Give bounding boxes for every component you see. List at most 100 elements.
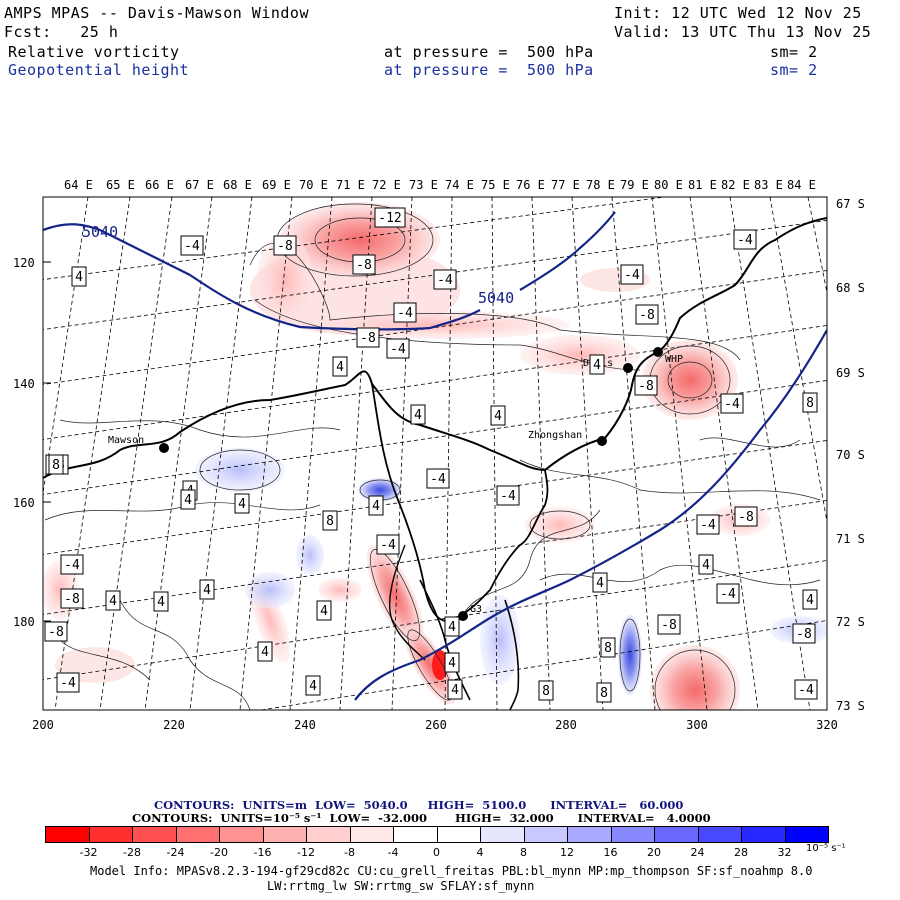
lon-label: 68 E bbox=[223, 178, 252, 192]
vorticity-label-text: 4 bbox=[806, 593, 814, 608]
vorticity-label-text: 4 bbox=[372, 499, 380, 514]
colorbar-swatch bbox=[523, 826, 568, 843]
vorticity-label-text: -4 bbox=[430, 472, 446, 487]
vorticity-label: -4 bbox=[620, 264, 644, 285]
colorbar-swatch bbox=[262, 826, 307, 843]
vorticity-labels: -12 -4 -8 -8 -4 4 -4 -4 -8 -4 4 -8 -4 4 4 4 -8 -4 -4 4 4 8 -4 -… bbox=[44, 207, 818, 703]
vorticity-label-text: -4 bbox=[60, 676, 76, 691]
vorticity-label-text: -8 bbox=[738, 510, 754, 525]
colorbar-swatch bbox=[784, 826, 829, 843]
vorticity-label-text: -4 bbox=[390, 342, 406, 357]
height-contour-5040-east bbox=[519, 211, 616, 291]
vorticity-label: -4 bbox=[393, 302, 417, 323]
lon-label: 78 E bbox=[586, 178, 615, 192]
vorticity-label: 4 bbox=[589, 354, 605, 375]
lon-label: 67 E bbox=[185, 178, 214, 192]
vorticity-label: 4 bbox=[447, 679, 463, 700]
field1-name: Relative vorticity bbox=[8, 43, 180, 61]
colorbar-swatch bbox=[349, 826, 394, 843]
model-info: Model Info: MPASv8.2.3-194-gf29cd82c CU:… bbox=[90, 864, 813, 878]
colorbar-swatch bbox=[610, 826, 655, 843]
vorticity-label: 4 bbox=[444, 652, 460, 673]
lon-label: 83 E bbox=[754, 178, 783, 192]
station-marker[interactable] bbox=[458, 611, 468, 621]
station-marker[interactable] bbox=[653, 347, 663, 357]
y-label: 140 bbox=[13, 377, 35, 391]
x-label: 280 bbox=[555, 718, 577, 732]
colorbar-tick-label: 32 bbox=[777, 846, 792, 859]
vorticity-label: 4 bbox=[153, 591, 169, 612]
lon-label: 69 E bbox=[262, 178, 291, 192]
vorticity-label-text: -8 bbox=[356, 258, 372, 273]
vorticity-label: 4 bbox=[316, 600, 332, 621]
vorticity-label: 4 bbox=[71, 266, 87, 287]
left-y-axis: 120 140 160 180 bbox=[13, 256, 51, 629]
station-marker[interactable] bbox=[159, 443, 169, 453]
lon-label: 75 E bbox=[481, 178, 510, 192]
vorticity-label-text: -4 bbox=[724, 397, 740, 412]
lat-label: 73 S bbox=[836, 699, 865, 713]
vorticity-label: 4 bbox=[234, 493, 250, 514]
vorticity-label-text: -4 bbox=[500, 489, 516, 504]
colorbar-tick-label: -20 bbox=[210, 846, 228, 859]
lat-label: 69 S bbox=[836, 366, 865, 380]
vorticity-label-text: -4 bbox=[798, 683, 814, 698]
vorticity-label-text: -4 bbox=[397, 306, 413, 321]
map-frame bbox=[42, 196, 828, 711]
right-latitude-axis: 67 S 68 S 69 S 70 S 71 S 72 S 73 S bbox=[836, 197, 865, 713]
colorbar-swatch bbox=[741, 826, 786, 843]
vorticity-label-text: 4 bbox=[448, 620, 456, 635]
lon-label: 80 E bbox=[654, 178, 683, 192]
vorticity-label: 4 bbox=[199, 579, 215, 600]
vorticity-label-text: 4 bbox=[593, 358, 601, 373]
lon-label: 77 E bbox=[551, 178, 580, 192]
vorticity-label: 4 bbox=[257, 641, 273, 662]
vorticity-label: -4 bbox=[720, 393, 744, 414]
vorticity-label: -4 bbox=[696, 514, 720, 535]
x-label: 300 bbox=[686, 718, 708, 732]
vorticity-label-text: 4 bbox=[184, 493, 192, 508]
colorbar-tick-label: 24 bbox=[690, 846, 705, 859]
colorbar-swatch bbox=[132, 826, 177, 843]
lat-label: 70 S bbox=[836, 448, 865, 462]
colorbar-tick-label: 16 bbox=[603, 846, 618, 859]
vorticity-label: -4 bbox=[733, 229, 757, 250]
vorticity-label-text: -4 bbox=[624, 268, 640, 283]
lat-label: 71 S bbox=[836, 532, 865, 546]
colorbar-tick-label: 12 bbox=[560, 846, 574, 859]
vorticity-label-text: -8 bbox=[661, 618, 677, 633]
latlon-grid bbox=[43, 197, 827, 710]
plot-title: AMPS MPAS -- Davis-Mawson Window bbox=[4, 4, 309, 22]
vorticity-label: -4 bbox=[433, 269, 457, 290]
vorticity-label: -4 bbox=[426, 468, 450, 489]
colorbar-tick-label: 20 bbox=[647, 846, 661, 859]
lon-label: 71 E bbox=[336, 178, 365, 192]
vorticity-label-text: -8 bbox=[48, 625, 64, 640]
vorticity-label-text: 4 bbox=[336, 360, 344, 375]
colorbar-tick-label: -8 bbox=[344, 846, 355, 859]
vorticity-label: 4 bbox=[410, 404, 426, 425]
lon-label: 84 E bbox=[787, 178, 816, 192]
vorticity-label: 4 bbox=[180, 489, 196, 510]
height-contour-5040-west bbox=[43, 223, 481, 331]
vorticity-label-text: -8 bbox=[639, 308, 655, 323]
vorticity-label: 8 bbox=[538, 680, 554, 701]
vorticity-label: 8 bbox=[48, 454, 64, 475]
vorticity-label-text: 4 bbox=[109, 594, 117, 609]
x-label: 240 bbox=[294, 718, 316, 732]
vorticity-label-text: 4 bbox=[75, 270, 83, 285]
vorticity-label: 4 bbox=[305, 675, 321, 696]
vorticity-label-text: -4 bbox=[184, 239, 200, 254]
station-marker[interactable] bbox=[623, 363, 633, 373]
vorticity-label: -8 bbox=[44, 621, 68, 642]
vorticity-label-text: 4 bbox=[203, 583, 211, 598]
vorticity-label-text: 4 bbox=[309, 679, 317, 694]
vorticity-label-text: 8 bbox=[600, 686, 608, 701]
lon-label: 82 E bbox=[721, 178, 750, 192]
vorticity-label-text: -12 bbox=[378, 211, 401, 226]
field1-smoothing: sm= 2 bbox=[770, 43, 818, 61]
station-label: WHP bbox=[665, 354, 683, 365]
colorbar-tick-label: -28 bbox=[123, 846, 141, 859]
vorticity-label: -4 bbox=[496, 485, 520, 506]
station-marker[interactable] bbox=[597, 436, 607, 446]
